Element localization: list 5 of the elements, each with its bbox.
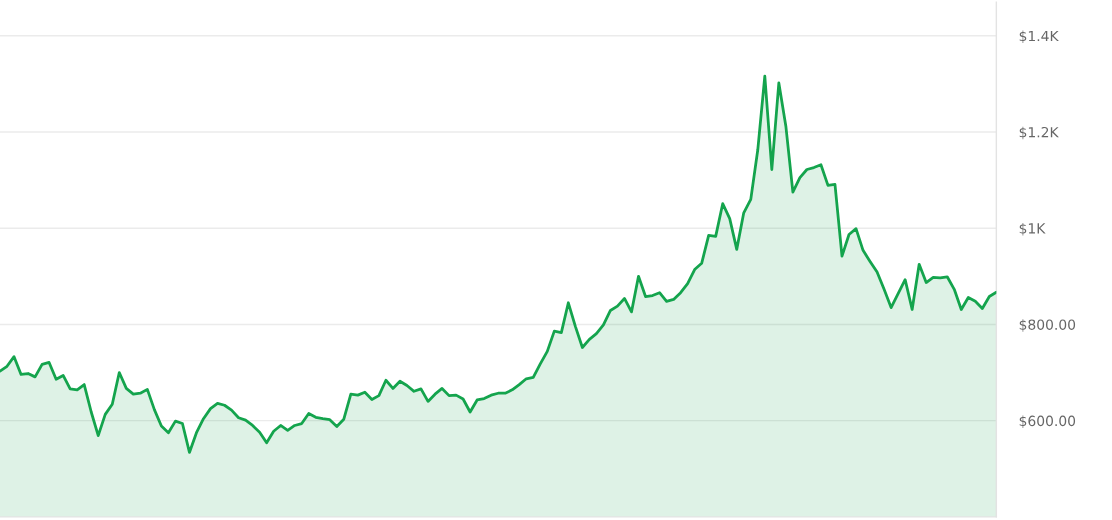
y-tick-label: $600.00 xyxy=(1019,415,1076,428)
y-tick-label: $800.00 xyxy=(1019,319,1076,332)
y-tick-label: $1.4K xyxy=(1019,30,1059,44)
y-tick-label: $1K xyxy=(1019,222,1046,236)
y-tick-label: $1.2K xyxy=(1019,126,1059,140)
